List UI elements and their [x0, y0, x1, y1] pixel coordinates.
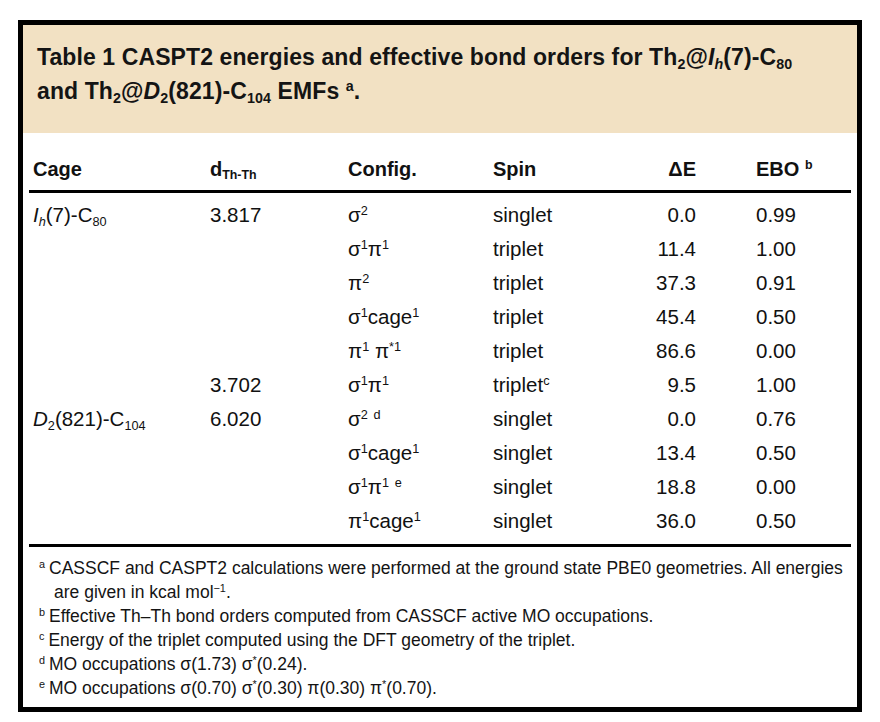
table-body: CagedTh-ThConfig.SpinΔEEBO b Ih(7)-C803.…: [23, 133, 857, 700]
table-row: π1cage1singlet36.00.50: [33, 504, 847, 538]
table-card: Table 1 CASPT2 energies and effective bo…: [18, 20, 862, 712]
cell-config: π1cage1: [348, 509, 493, 533]
cell-d: 6.020: [210, 407, 348, 431]
cell-config: π1 π*1: [348, 339, 493, 363]
cell-dE: 37.3: [630, 271, 696, 295]
footnote-text: Effective Th–Th bond orders computed fro…: [49, 606, 653, 626]
table-title: Table 1 CASPT2 energies and effective bo…: [37, 40, 839, 108]
header-rule: [29, 190, 851, 193]
cell-config: σ1cage1: [348, 441, 493, 465]
cell-ebo: 0.00: [696, 339, 847, 363]
table-row: π2triplet37.30.91: [33, 266, 847, 300]
table-row: π1 π*1triplet86.60.00: [33, 334, 847, 368]
table-row: Ih(7)-C803.817σ2singlet0.00.99: [33, 198, 847, 232]
footnote-text: CASSCF and CASPT2 calculations were perf…: [49, 558, 843, 602]
cell-dE: 9.5: [630, 373, 696, 397]
column-header-dE: ΔE: [630, 158, 696, 181]
column-header-cage: Cage: [33, 158, 210, 181]
cell-dE: 86.6: [630, 339, 696, 363]
cell-config: π2: [348, 271, 493, 295]
footnote-marker: e: [39, 678, 45, 690]
table-row: σ1π1triplet11.41.00: [33, 232, 847, 266]
cell-config: σ1cage1: [348, 305, 493, 329]
footnote-marker: d: [39, 654, 45, 666]
cell-spin: triplet: [493, 237, 630, 261]
table-title-band: Table 1 CASPT2 energies and effective bo…: [23, 25, 857, 133]
footnote-text: MO occupations σ(0.70) σ*(0.30) π(0.30) …: [49, 678, 437, 698]
cell-spin: triplet: [493, 271, 630, 295]
footnote-marker: c: [39, 630, 44, 642]
cell-ebo: 0.50: [696, 441, 847, 465]
cell-spin: triplet: [493, 305, 630, 329]
page: { "table": { "title": "Table 1 CASPT2 en…: [0, 0, 880, 722]
column-header-ebo: EBO b: [696, 158, 847, 181]
table-row: σ1cage1singlet13.40.50: [33, 436, 847, 470]
cell-ebo: 1.00: [696, 237, 847, 261]
column-header-d: dTh-Th: [210, 158, 348, 181]
footnote-d: d MO occupations σ(1.73) σ*(0.24).: [39, 652, 847, 676]
cell-d: 3.817: [210, 203, 348, 227]
cell-config: σ1π1 e: [348, 475, 493, 499]
footnote-b: b Effective Th–Th bond orders computed fr…: [39, 604, 847, 628]
cell-dE: 0.0: [630, 203, 696, 227]
cell-dE: 18.8: [630, 475, 696, 499]
table-row: σ1cage1triplet45.40.50: [33, 300, 847, 334]
footnote-rule: [29, 544, 851, 547]
cell-spin: singlet: [493, 509, 630, 533]
cell-ebo: 0.91: [696, 271, 847, 295]
cell-spin: singlet: [493, 475, 630, 499]
cell-cage: Ih(7)-C80: [33, 203, 210, 227]
footnote-text: MO occupations σ(1.73) σ*(0.24).: [49, 654, 307, 674]
footnote-marker: a: [39, 558, 45, 570]
cell-spin: singlet: [493, 407, 630, 431]
cell-dE: 13.4: [630, 441, 696, 465]
column-header-row: CagedTh-ThConfig.SpinΔEEBO b: [33, 133, 847, 190]
cell-dE: 36.0: [630, 509, 696, 533]
cell-spin: tripletc: [493, 373, 630, 397]
footnote-marker: b: [39, 606, 45, 618]
table-rows: Ih(7)-C803.817σ2singlet0.00.99σ1π1triple…: [33, 198, 847, 538]
cell-spin: singlet: [493, 203, 630, 227]
cell-cage: D2(821)-C104: [33, 407, 210, 431]
cell-ebo: 0.76: [696, 407, 847, 431]
cell-ebo: 1.00: [696, 373, 847, 397]
column-header-spin: Spin: [493, 158, 630, 181]
footnote-c: c Energy of the triplet computed using th…: [39, 628, 847, 652]
cell-ebo: 0.00: [696, 475, 847, 499]
table-row: σ1π1 esinglet18.80.00: [33, 470, 847, 504]
cell-ebo: 0.99: [696, 203, 847, 227]
cell-ebo: 0.50: [696, 509, 847, 533]
cell-config: σ2: [348, 203, 493, 227]
cell-dE: 11.4: [630, 237, 696, 261]
column-header-config: Config.: [348, 158, 493, 181]
table-row: D2(821)-C1046.020σ2 dsinglet0.00.76: [33, 402, 847, 436]
footnote-a: a CASSCF and CASPT2 calculations were per…: [39, 556, 847, 604]
cell-config: σ1π1: [348, 237, 493, 261]
cell-ebo: 0.50: [696, 305, 847, 329]
cell-config: σ2 d: [348, 407, 493, 431]
footnotes: a CASSCF and CASPT2 calculations were per…: [33, 556, 847, 700]
table-row: 3.702σ1π1tripletc9.51.00: [33, 368, 847, 402]
cell-dE: 0.0: [630, 407, 696, 431]
cell-spin: triplet: [493, 339, 630, 363]
cell-config: σ1π1: [348, 373, 493, 397]
footnote-text: Energy of the triplet computed using the…: [48, 630, 575, 650]
cell-dE: 45.4: [630, 305, 696, 329]
footnote-e: e MO occupations σ(0.70) σ*(0.30) π(0.30)…: [39, 676, 847, 700]
cell-d: 3.702: [210, 373, 348, 397]
cell-spin: singlet: [493, 441, 630, 465]
